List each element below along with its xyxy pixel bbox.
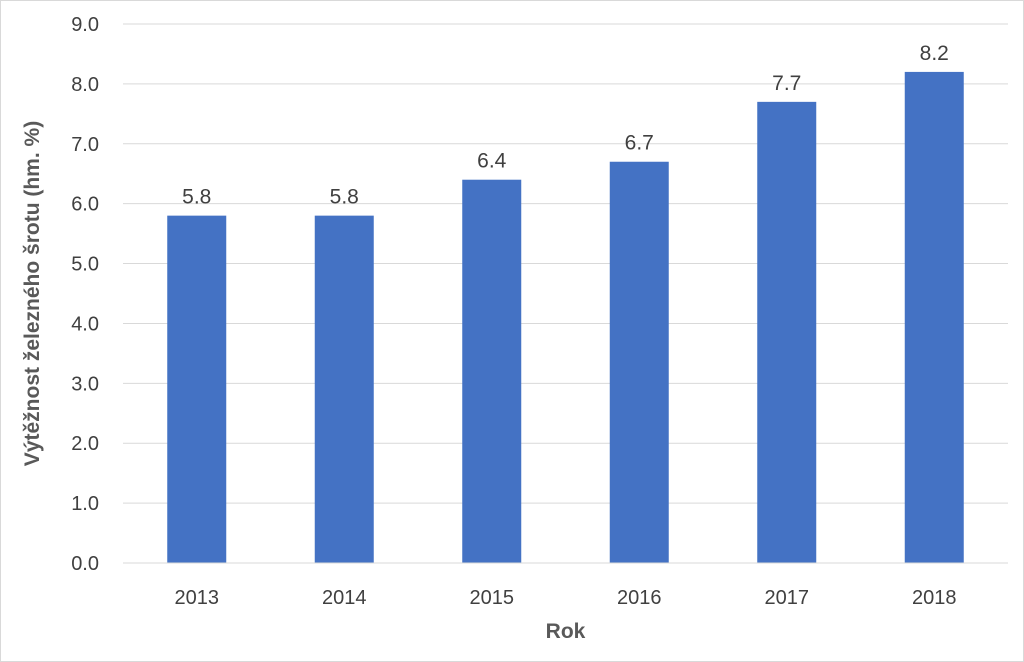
data-label: 5.8 <box>330 186 359 209</box>
data-label: 7.7 <box>772 72 801 95</box>
y-tick-label: 1.0 <box>71 493 99 515</box>
bar-2016 <box>609 161 669 563</box>
x-tick-label: 2016 <box>617 587 662 609</box>
bar-2018 <box>904 71 964 564</box>
y-tick-label: 8.0 <box>71 74 99 96</box>
data-labels: 5.8 5.8 6.4 6.7 7.7 8.2 <box>182 42 949 209</box>
bar-2015 <box>462 179 522 563</box>
data-label: 8.2 <box>920 42 949 65</box>
data-label: 5.8 <box>182 186 211 209</box>
y-tick-label: 3.0 <box>71 373 99 395</box>
x-tick-label: 2013 <box>175 587 220 609</box>
y-tick-label: 0.0 <box>71 553 99 575</box>
y-tick-label: 5.0 <box>71 254 99 276</box>
data-label: 6.7 <box>625 132 654 155</box>
y-tick-label: 6.0 <box>71 194 99 216</box>
bars <box>167 71 964 564</box>
y-tick-label: 4.0 <box>71 313 99 335</box>
y-tick-label: 9.0 <box>71 14 99 36</box>
y-axis-ticks: 0.0 1.0 2.0 3.0 4.0 5.0 6.0 7.0 8.0 9.0 <box>71 14 99 575</box>
data-label: 6.4 <box>477 150 507 173</box>
x-tick-label: 2015 <box>470 587 515 609</box>
bar-2014 <box>314 215 374 563</box>
gridlines <box>123 23 1008 504</box>
x-tick-label: 2017 <box>765 587 810 609</box>
x-tick-label: 2014 <box>322 587 367 609</box>
y-tick-label: 2.0 <box>71 433 99 455</box>
x-axis-ticks: 2013 2014 2015 2016 2017 2018 <box>175 587 957 609</box>
x-tick-label: 2018 <box>912 587 957 609</box>
bar-2013 <box>167 215 227 563</box>
x-axis-title: Rok <box>546 620 586 643</box>
y-tick-label: 7.0 <box>71 134 99 156</box>
bar-2017 <box>757 101 817 563</box>
y-axis-title: Výtěžnost železného šrotu (hm. %) <box>21 121 44 466</box>
